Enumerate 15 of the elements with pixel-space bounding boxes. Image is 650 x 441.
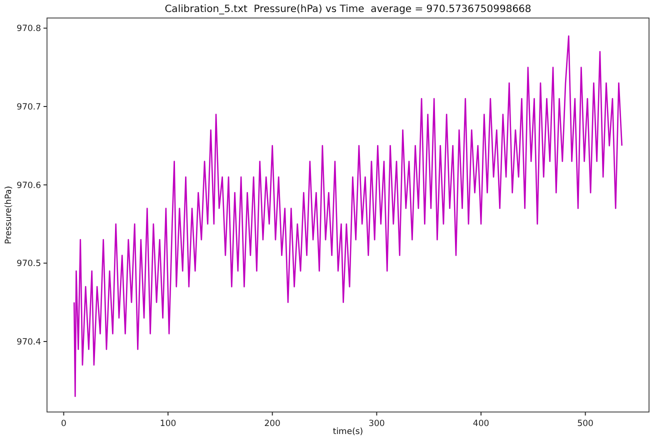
line-series bbox=[73, 35, 623, 397]
y-tick-label: 970.7 bbox=[16, 102, 41, 113]
x-tick-label: 300 bbox=[368, 419, 385, 429]
y-tick-label: 970.4 bbox=[16, 338, 41, 348]
y-tick-label: 970.5 bbox=[16, 259, 41, 270]
chart-title: Calibration_5.txt Pressure(hPa) vs Time average = 970.5736750998668 bbox=[164, 4, 532, 15]
x-tick-label: 500 bbox=[577, 419, 594, 429]
x-tick-label: 0 bbox=[60, 419, 66, 429]
x-axis-title: time(s) bbox=[332, 427, 364, 437]
x-tick-label: 100 bbox=[160, 419, 176, 429]
x-tick-label: 200 bbox=[264, 419, 280, 429]
y-tick-label: 970.8 bbox=[16, 24, 41, 34]
y-tick-label: 970.6 bbox=[16, 180, 41, 191]
y-axis-title: Pressure(hPa) bbox=[4, 186, 14, 244]
x-tick-label: 400 bbox=[472, 419, 490, 429]
